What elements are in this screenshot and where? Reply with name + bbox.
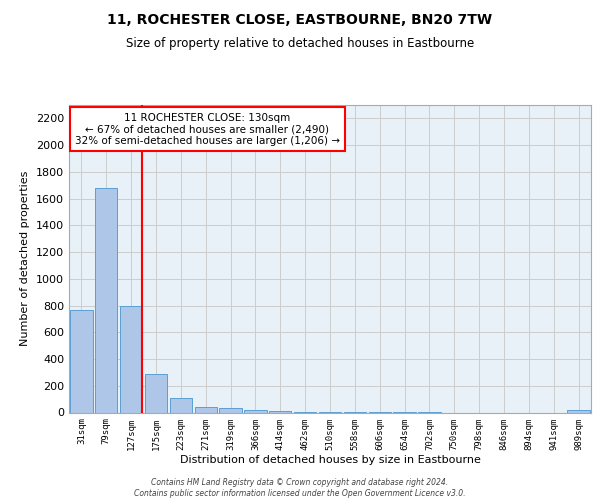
Bar — [170, 398, 192, 412]
Bar — [244, 410, 266, 412]
Bar — [145, 374, 167, 412]
Bar — [120, 306, 142, 412]
Text: Size of property relative to detached houses in Eastbourne: Size of property relative to detached ho… — [126, 38, 474, 51]
Text: 11 ROCHESTER CLOSE: 130sqm
← 67% of detached houses are smaller (2,490)
32% of s: 11 ROCHESTER CLOSE: 130sqm ← 67% of deta… — [75, 112, 340, 146]
Bar — [220, 408, 242, 412]
Bar — [194, 407, 217, 412]
Text: 11, ROCHESTER CLOSE, EASTBOURNE, BN20 7TW: 11, ROCHESTER CLOSE, EASTBOURNE, BN20 7T… — [107, 12, 493, 26]
Text: Contains HM Land Registry data © Crown copyright and database right 2024.
Contai: Contains HM Land Registry data © Crown c… — [134, 478, 466, 498]
X-axis label: Distribution of detached houses by size in Eastbourne: Distribution of detached houses by size … — [179, 455, 481, 465]
Bar — [70, 310, 92, 412]
Bar — [568, 410, 590, 412]
Bar — [95, 188, 118, 412]
Y-axis label: Number of detached properties: Number of detached properties — [20, 171, 31, 346]
